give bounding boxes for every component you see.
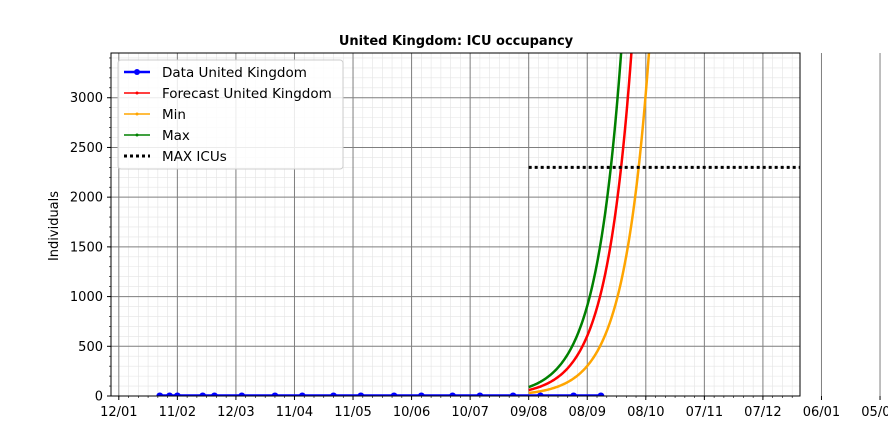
series-forecast-united-kingdom <box>528 53 633 392</box>
legend-item-max-icus: MAX ICUs <box>124 149 227 165</box>
data-point-data-united-kingdom <box>199 392 207 396</box>
data-point-data-united-kingdom <box>570 392 578 396</box>
legend-marker-forecast <box>135 91 139 95</box>
data-point-data-united-kingdom <box>597 392 605 396</box>
x-tick-label: 11/05 <box>334 405 371 420</box>
legend-item-max: Max <box>124 128 190 144</box>
plot-frame <box>110 52 801 397</box>
data-point-data-united-kingdom <box>357 392 365 396</box>
x-tick-label: 09/08 <box>510 405 547 420</box>
plot-area <box>156 53 800 396</box>
legend-item-forecast: Forecast United Kingdom <box>124 86 332 102</box>
legend-label-max-icus: MAX ICUs <box>162 149 227 165</box>
y-tick-label: 0 <box>95 390 103 405</box>
series-min <box>528 53 651 395</box>
data-point-data-united-kingdom <box>417 392 425 396</box>
legend-label-max: Max <box>162 128 190 144</box>
data-point-data-united-kingdom <box>536 392 544 396</box>
data-point-data-united-kingdom <box>330 392 338 396</box>
y-tick-label: 3000 <box>70 91 103 106</box>
x-tick-label: 11/02 <box>159 405 196 420</box>
data-point-data-united-kingdom <box>210 392 218 396</box>
y-tick-label: 2500 <box>70 141 103 156</box>
data-point-data-united-kingdom <box>509 392 517 396</box>
x-tick-label: 08/10 <box>627 405 664 420</box>
x-tick-label: 10/07 <box>451 405 488 420</box>
data-point-data-united-kingdom <box>271 392 279 396</box>
legend-item-data: Data United Kingdom <box>124 65 307 81</box>
legend-marker-min <box>135 112 139 116</box>
y-tick-label: 500 <box>78 340 103 355</box>
legend-label-min: Min <box>162 107 186 123</box>
data-point-data-united-kingdom <box>238 392 246 396</box>
x-tick-label: 07/12 <box>744 405 781 420</box>
x-tick-label: 08/09 <box>569 405 606 420</box>
data-point-data-united-kingdom <box>173 392 181 396</box>
x-axis: 12/01 11/02 12/03 11/04 11/05 10/06 10/07 09/08… <box>100 396 888 420</box>
y-tick-label: 2000 <box>70 191 103 206</box>
y-axis-label: Individuals <box>47 191 62 261</box>
legend-box <box>117 59 344 170</box>
y-tick-label: 1000 <box>70 290 103 305</box>
y-tick-label: 1500 <box>70 240 103 255</box>
legend-item-min: Min <box>124 107 186 123</box>
x-tick-label: 06/01 <box>803 405 840 420</box>
legend-label-data: Data United Kingdom <box>162 65 307 81</box>
data-point-data-united-kingdom <box>298 392 306 396</box>
data-point-data-united-kingdom <box>156 392 164 396</box>
data-point-data-united-kingdom <box>476 392 484 396</box>
series-max <box>528 53 623 389</box>
legend: Data United Kingdom Forecast United King… <box>117 59 344 170</box>
x-tick-label: 10/06 <box>393 405 430 420</box>
x-tick-label: 12/03 <box>217 405 254 420</box>
legend-label-forecast: Forecast United Kingdom <box>162 86 332 102</box>
data-point-data-united-kingdom <box>390 392 398 396</box>
chart-title: United Kingdom: ICU occupancy <box>339 34 574 49</box>
y-axis: 0 500 1000 1500 2000 2500 3000 <box>70 57 111 405</box>
x-tick-label: 11/04 <box>276 405 313 420</box>
x-tick-label: 05/02 <box>861 405 888 420</box>
legend-marker-max <box>135 133 139 137</box>
x-tick-label: 12/01 <box>100 405 137 420</box>
legend-marker-data <box>134 69 140 75</box>
x-tick-label: 07/11 <box>686 405 723 420</box>
data-point-data-united-kingdom <box>166 392 174 396</box>
data-point-data-united-kingdom <box>449 392 457 396</box>
